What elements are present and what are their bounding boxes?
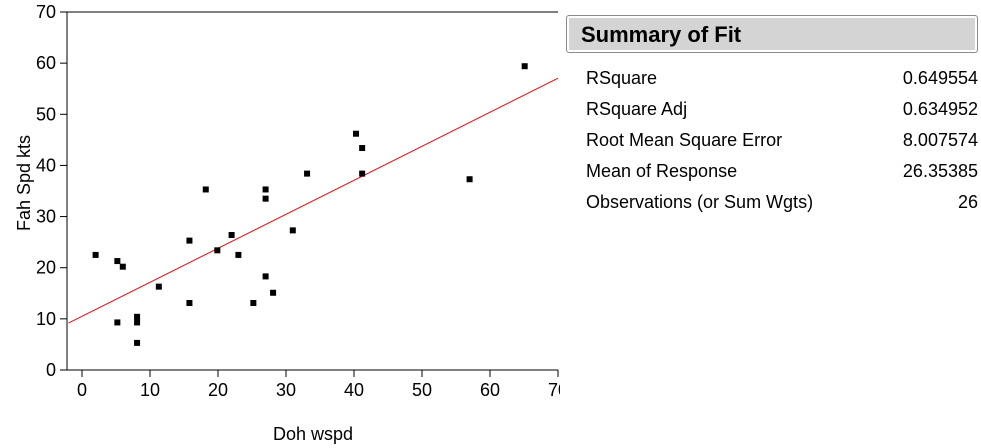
summary-header[interactable]: Summary of Fit [566, 15, 978, 53]
data-point [250, 300, 257, 307]
data-point [270, 289, 277, 296]
x-tick-label: 60 [480, 380, 500, 400]
data-point [466, 176, 473, 183]
data-point [359, 145, 366, 152]
summary-row: RSquare 0.649554 [586, 63, 978, 94]
data-point [119, 263, 126, 270]
data-point [214, 247, 221, 254]
x-tick-label: 50 [412, 380, 432, 400]
y-tick-label: 40 [36, 155, 56, 175]
summary-table: RSquare 0.649554 RSquare Adj 0.634952 Ro… [566, 63, 978, 218]
summary-value: 26 [957, 192, 978, 212]
y-tick-label: 10 [36, 309, 56, 329]
summary-title: Summary of Fit [581, 22, 742, 47]
y-axis-label: Fah Spd kts [14, 135, 34, 231]
data-point [114, 258, 121, 265]
scatter-plot: 0 10 20 30 40 50 60 70 0 10 20 30 40 50 60 70 Doh wspd… [14, 2, 560, 444]
y-tick-label: 0 [46, 360, 56, 380]
summary-of-fit-panel: Summary of Fit RSquare 0.649554 RSquare … [566, 15, 978, 218]
data-point [186, 237, 193, 244]
data-point [262, 195, 269, 202]
summary-value: 26.35385 [902, 161, 978, 181]
data-point [186, 300, 193, 307]
data-point [262, 186, 269, 193]
summary-label: Mean of Response [586, 161, 738, 181]
summary-label: Observations (or Sum Wgts) [586, 192, 814, 212]
x-axis-label: Doh wspd [273, 424, 353, 444]
summary-label: RSquare [586, 68, 658, 88]
summary-value: 0.649554 [902, 68, 978, 88]
data-point [262, 273, 269, 280]
y-tick-label: 30 [36, 207, 56, 227]
data-point [304, 170, 311, 177]
summary-label: RSquare Adj [586, 99, 688, 119]
data-point [92, 251, 99, 258]
x-tick-label: 20 [208, 380, 228, 400]
data-point [202, 186, 209, 193]
summary-row: Observations (or Sum Wgts) 26 [586, 187, 978, 218]
x-tick-label: 70 [548, 380, 560, 400]
summary-row: Mean of Response 26.35385 [586, 156, 978, 187]
data-point [359, 170, 366, 177]
data-point [134, 339, 141, 346]
y-tick-label: 60 [36, 53, 56, 73]
fit-line [68, 77, 558, 324]
y-tick-label: 50 [36, 104, 56, 124]
x-tick-label: 30 [276, 380, 296, 400]
x-tick-label: 40 [344, 380, 364, 400]
x-tick-label: 0 [77, 380, 87, 400]
summary-label: Root Mean Square Error [586, 130, 783, 150]
y-tick-label: 20 [36, 258, 56, 278]
y-tick-label: 70 [36, 2, 56, 22]
data-point [155, 283, 162, 290]
data-point [353, 130, 360, 137]
data-point [289, 227, 296, 234]
data-point [521, 63, 528, 70]
x-tick-label: 10 [140, 380, 160, 400]
data-point [235, 251, 242, 258]
summary-row: RSquare Adj 0.634952 [586, 94, 978, 125]
data-point [114, 319, 121, 326]
data-point [228, 231, 235, 238]
summary-row: Root Mean Square Error 8.007574 [586, 125, 978, 156]
data-point [134, 319, 141, 326]
summary-value: 0.634952 [902, 99, 978, 119]
summary-value: 8.007574 [902, 130, 978, 150]
data-point [134, 313, 141, 320]
